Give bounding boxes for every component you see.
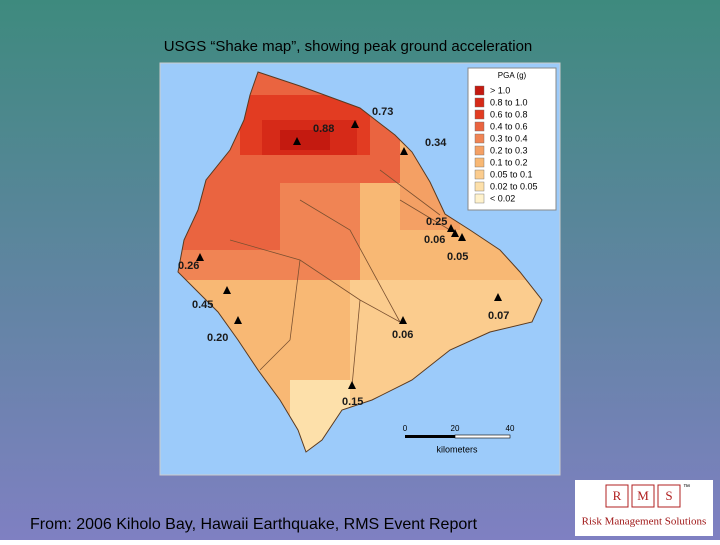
logo-mark: ™ [683, 484, 690, 491]
legend-label: 0.2 to 0.3 [490, 145, 528, 155]
legend-swatch [474, 109, 485, 120]
source-note: From: 2006 Kiholo Bay, Hawaii Earthquake… [30, 516, 478, 533]
legend-swatch [474, 145, 485, 156]
legend-label: < 0.02 [490, 193, 515, 203]
scale-tick-label: 40 [506, 424, 515, 433]
station-label: 0.15 [342, 396, 363, 408]
station-label: 0.88 [313, 123, 334, 135]
station-label: 0.26 [178, 260, 199, 272]
legend-label: 0.6 to 0.8 [490, 109, 528, 119]
legend-swatch [474, 157, 485, 168]
station-marker [196, 253, 204, 261]
legend-label: 0.3 to 0.4 [490, 133, 528, 143]
legend-swatch [474, 121, 485, 132]
station-marker [399, 316, 407, 324]
legend-label: 0.8 to 1.0 [490, 97, 528, 107]
station-marker [451, 229, 459, 237]
station-marker [400, 147, 408, 155]
scale-tick-label: 0 [403, 424, 408, 433]
station-label: 0.25 [426, 216, 447, 228]
logo-letter-box [605, 484, 629, 508]
logo-letter: R [613, 488, 622, 503]
logo-letter-box [631, 484, 655, 508]
station-marker [293, 137, 301, 145]
station-marker [458, 233, 466, 241]
station-label: 0.20 [207, 332, 228, 344]
legend-swatch [474, 97, 485, 108]
slide-title: USGS “Shake map”, showing peak ground ac… [164, 38, 533, 55]
station-label: 0.45 [192, 299, 213, 311]
legend-swatch [474, 193, 485, 204]
legend: > 1.0 0.8 to 1.0 0.6 to 0.8 0.4 to 0.6 0.3 t… [474, 85, 538, 204]
station-label: 0.06 [392, 329, 413, 341]
station-marker [223, 286, 231, 294]
station-marker [494, 293, 502, 301]
logo-letter: M [637, 488, 649, 503]
station-label: 0.06 [424, 234, 445, 246]
station-marker [234, 316, 242, 324]
scale-unit: kilometers [436, 444, 478, 454]
station-marker [351, 120, 359, 128]
scale-tick-label: 20 [451, 424, 460, 433]
legend-label: 0.1 to 0.2 [490, 157, 528, 167]
scale-bar: 0 20 40 [403, 424, 515, 439]
legend-title: PGA (g) [498, 71, 527, 80]
station-label: 0.73 [372, 106, 393, 118]
legend-label: > 1.0 [490, 85, 510, 95]
logo-name: Risk Management Solutions [582, 516, 707, 528]
legend-label: 0.4 to 0.6 [490, 121, 528, 131]
station-marker [348, 381, 356, 389]
station-label: 0.34 [425, 137, 447, 149]
stations: 0.730.880.340.250.060.050.260.450.20 0.06… [178, 106, 509, 408]
station-marker [447, 224, 455, 232]
logo-letter: S [665, 488, 672, 503]
legend-label: 0.02 to 0.05 [490, 181, 538, 191]
legend-swatch [474, 169, 485, 180]
legend-swatch [474, 133, 485, 144]
legend-label: 0.05 to 0.1 [490, 169, 533, 179]
legend-swatch [474, 85, 485, 96]
station-label: 0.05 [447, 251, 468, 263]
legend-swatch [474, 181, 485, 192]
station-label: 0.07 [488, 310, 509, 322]
logo-letter-box [657, 484, 681, 508]
